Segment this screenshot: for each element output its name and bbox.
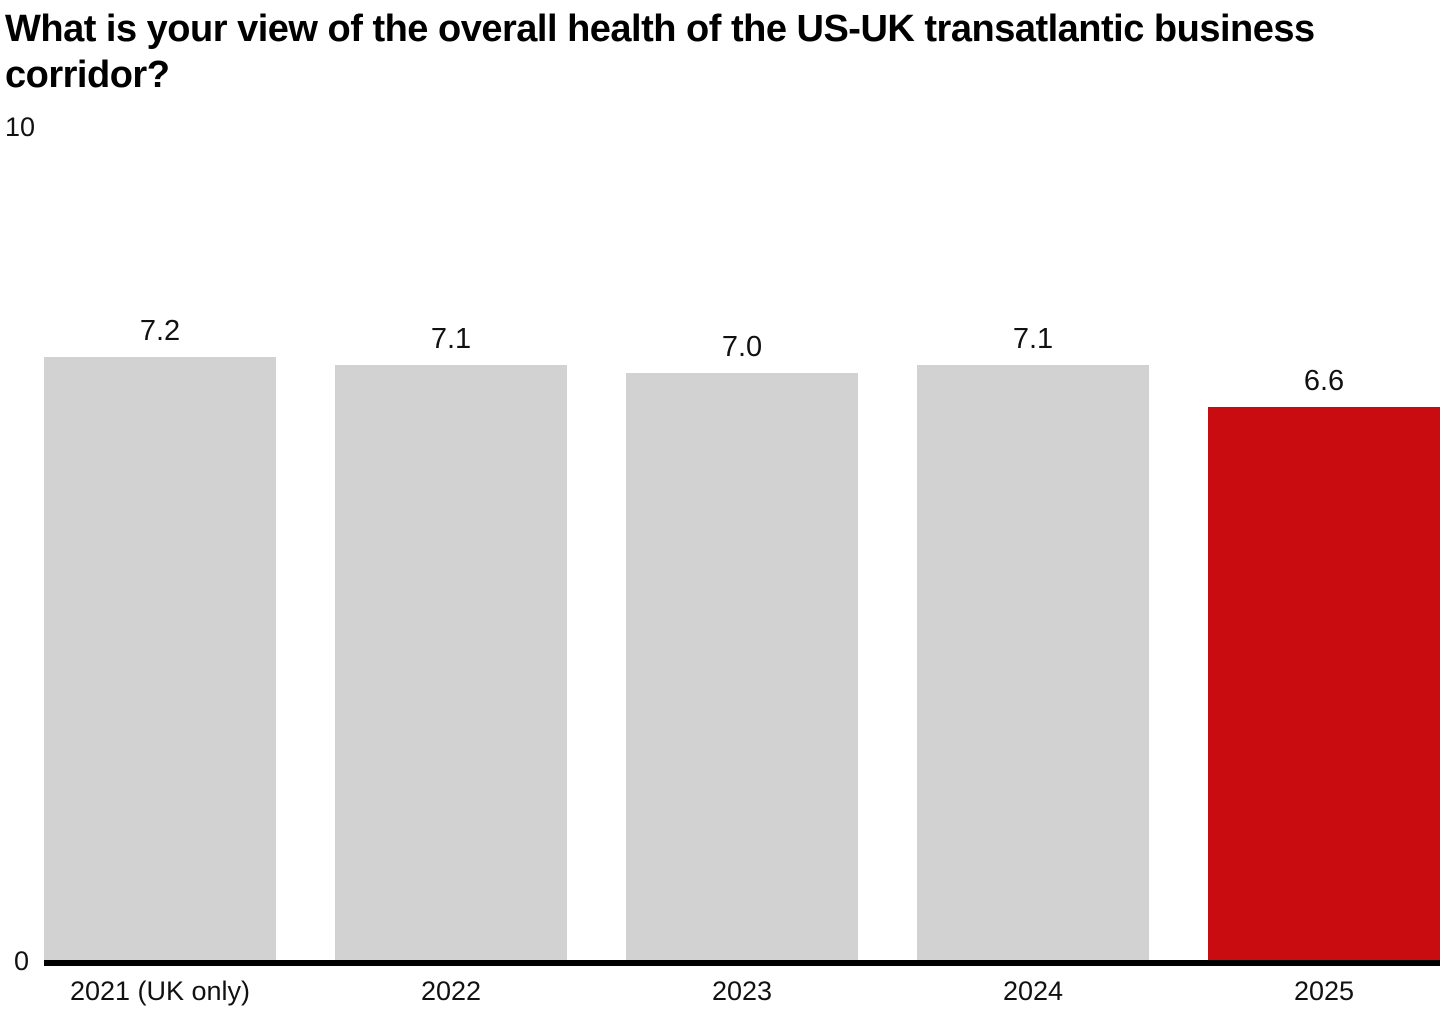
bar-group: 7.2: [44, 122, 276, 960]
plot-area: 7.2 7.1 7.0 7.1 6.6: [44, 122, 1440, 966]
bar-2022: [335, 365, 567, 960]
bar-value-label: 7.2: [139, 314, 181, 347]
x-axis-label: 2025: [1293, 976, 1355, 1006]
y-axis-max-label: 10: [5, 112, 36, 142]
bar-2021: [44, 356, 276, 960]
bar-2024: [917, 365, 1149, 960]
bar-2025: [1208, 406, 1440, 960]
x-axis-label: 2022: [420, 976, 482, 1006]
bar-chart: 7.2 7.1 7.0 7.1 6.6 2021 (UK only) 2022 2023 20…: [44, 122, 1440, 1007]
bar-group: 6.6: [1208, 122, 1440, 960]
x-axis-label: 2023: [711, 976, 773, 1006]
x-axis-label: 2024: [1002, 976, 1064, 1006]
bar-group: 7.1: [917, 122, 1149, 960]
x-axis-labels: 2021 (UK only) 2022 2023 2024 2025: [44, 976, 1440, 1007]
bar-group: 7.1: [335, 122, 567, 960]
bar-value-label: 7.1: [1012, 323, 1054, 356]
x-axis-label: 2021 (UK only): [69, 976, 251, 1006]
bar-group: 7.0: [626, 122, 858, 960]
bar-value-label: 7.0: [721, 331, 763, 364]
bar-value-label: 7.1: [430, 323, 472, 356]
y-axis-min-label: 0: [14, 946, 30, 976]
bar-2023: [626, 373, 858, 960]
chart-title: What is your view of the overall health …: [5, 8, 1315, 97]
bar-value-label: 6.6: [1303, 364, 1345, 397]
